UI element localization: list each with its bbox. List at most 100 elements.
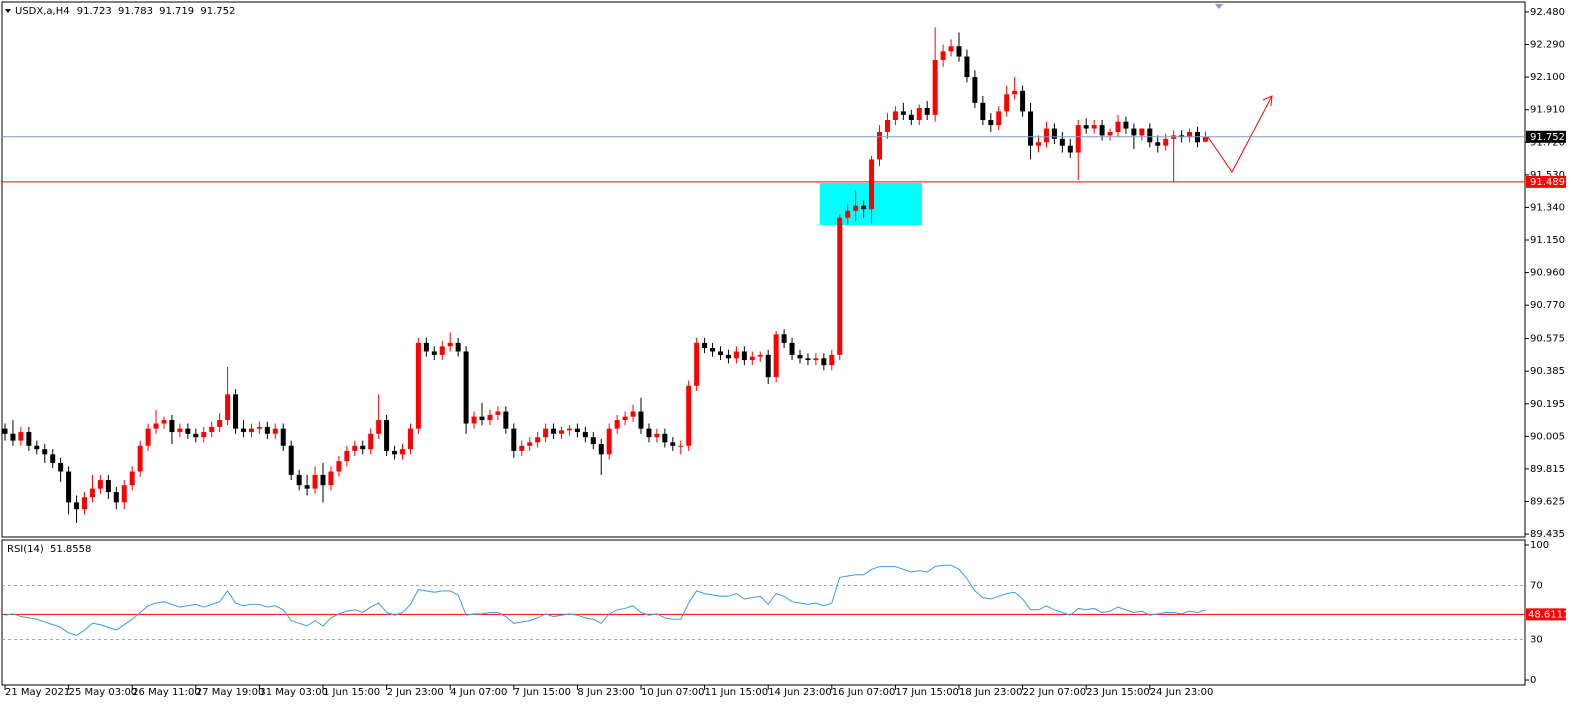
candle-body	[892, 111, 898, 120]
candle-body	[686, 385, 692, 446]
candle-body	[328, 471, 334, 486]
candle-body	[694, 342, 700, 386]
candle-body	[74, 502, 80, 510]
candle-body	[193, 433, 199, 438]
candle-body	[280, 428, 286, 446]
x-tick-label: 18 Jun 23:00	[959, 687, 1023, 698]
candle-body	[50, 454, 56, 463]
candle-body	[797, 354, 803, 359]
rsi-panel	[1, 539, 1526, 686]
y-tick-label: 90.575	[1530, 334, 1565, 345]
candle-body	[97, 480, 103, 489]
y-tick-label: 91.910	[1530, 105, 1565, 116]
y-tick-label: 92.480	[1530, 7, 1565, 18]
candle-body	[877, 131, 882, 160]
candle-body	[598, 444, 604, 455]
candle-body	[853, 205, 859, 211]
candle-body	[113, 492, 119, 503]
rsi-current: 51.8558	[50, 544, 91, 555]
candle-body	[861, 205, 867, 210]
candle-body	[821, 358, 827, 366]
candle-body	[177, 428, 183, 433]
candle-body	[129, 471, 135, 486]
candle-body	[463, 351, 469, 424]
candle-body	[137, 445, 143, 472]
price-panel	[1, 1, 1526, 538]
candle-body	[884, 119, 890, 132]
candle-body	[384, 420, 390, 451]
price-label-box	[1526, 130, 1566, 143]
candle-body	[702, 342, 708, 349]
header-close: 91.752	[200, 6, 235, 17]
candle-body	[837, 217, 843, 355]
x-tick-label: 23 Jun 15:00	[1086, 687, 1150, 698]
candle-body	[590, 437, 596, 445]
symbol: USDX,a,H4	[15, 6, 70, 17]
candle-body	[153, 423, 159, 429]
candle-body	[415, 342, 421, 429]
candle-body	[447, 342, 453, 347]
candle-body	[559, 430, 564, 434]
candle-body	[169, 420, 175, 433]
x-tick-label: 7 Jun 15:00	[514, 687, 571, 698]
candle-body	[10, 433, 16, 441]
y-tick-label: 90.385	[1530, 366, 1565, 377]
candle-body	[233, 394, 239, 429]
x-tick-label: 1 Jun 15:00	[323, 687, 380, 698]
y-tick-label: 91.150	[1530, 235, 1565, 246]
level-label-box	[1526, 608, 1566, 621]
candle-body	[209, 426, 215, 433]
y-tick-label: 70	[1530, 581, 1543, 592]
candle-body	[272, 428, 278, 434]
y-tick-label: 90.005	[1530, 431, 1565, 442]
candle-body	[678, 445, 684, 447]
candle-body	[527, 442, 533, 446]
y-tick-label: 91.340	[1530, 202, 1565, 213]
candle-body	[535, 437, 541, 443]
x-tick-label: 27 May 19:00	[196, 687, 265, 698]
y-tick-label: 0	[1530, 675, 1536, 686]
y-tick-label: 90.770	[1530, 300, 1565, 311]
candle-body	[1163, 138, 1169, 146]
candle-body	[1115, 121, 1121, 132]
candle-body	[34, 445, 40, 450]
candle-body	[82, 497, 87, 510]
candle-body	[574, 428, 580, 433]
candle-body	[225, 394, 231, 421]
y-tick-label: 91.530	[1530, 170, 1565, 181]
candle-body	[431, 351, 437, 355]
price-label: 91.752	[1530, 132, 1565, 143]
candle-body	[42, 449, 48, 455]
candle-body	[972, 77, 978, 103]
candle-body	[1051, 128, 1057, 139]
candle-body	[749, 356, 755, 361]
shift-marker	[1215, 4, 1223, 9]
candle-body	[241, 428, 246, 433]
candle-body	[1028, 111, 1034, 146]
rsi-line	[4, 564, 1206, 637]
candle-body	[630, 411, 636, 417]
x-tick-label: 24 Jun 23:00	[1150, 687, 1214, 698]
candle-body	[455, 342, 461, 352]
candle-body	[741, 351, 747, 361]
candle-body	[296, 474, 302, 486]
arrow-head	[1262, 95, 1273, 107]
candle-body	[765, 354, 771, 378]
candle-body	[1131, 128, 1137, 136]
candle-body	[487, 414, 493, 421]
level-label: 48.6111	[1528, 609, 1569, 620]
candle-body	[654, 433, 660, 438]
candle-body	[710, 348, 716, 352]
candle-body	[185, 428, 191, 434]
candle-body	[813, 358, 819, 361]
candle-body	[996, 111, 1002, 126]
candle-body	[582, 432, 588, 438]
candle-body	[1012, 90, 1018, 95]
candle-body	[161, 420, 167, 424]
candle-body	[1067, 145, 1073, 153]
candle-body	[543, 428, 549, 438]
candle-body	[201, 432, 207, 438]
candle-body	[121, 485, 127, 503]
candle-body	[948, 46, 954, 52]
